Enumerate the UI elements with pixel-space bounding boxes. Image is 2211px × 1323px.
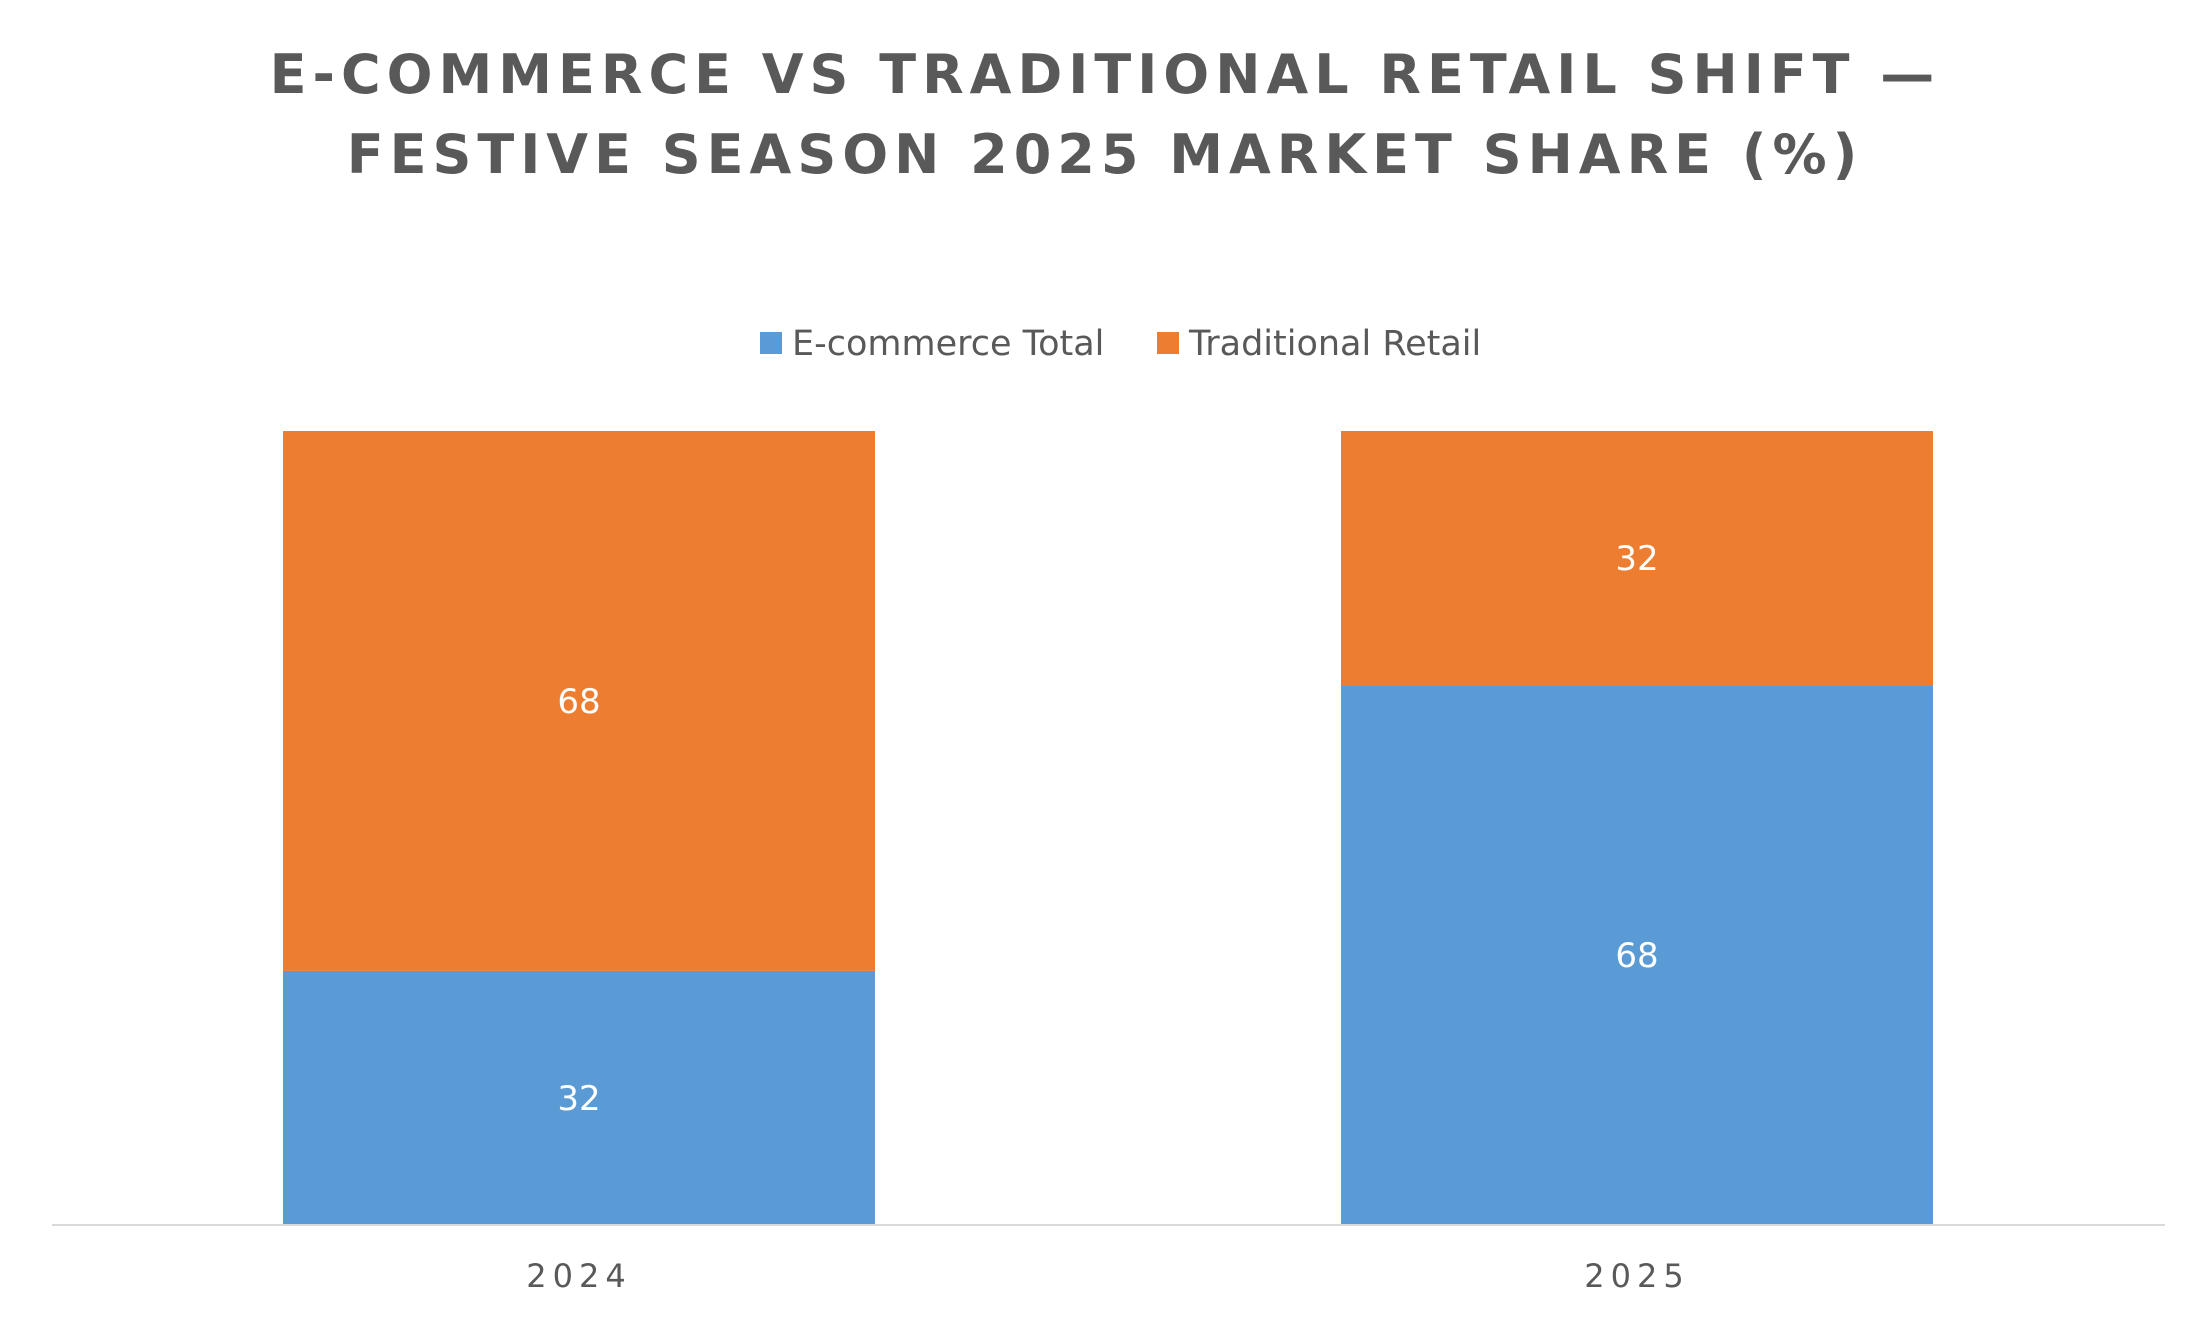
legend-item-e-commerce-total: E-commerce Total (760, 324, 1104, 364)
legend: E-commerce Total Traditional Retail (760, 324, 1481, 364)
legend-swatch-e-commerce-total (760, 332, 782, 354)
legend-item-traditional-retail: Traditional Retail (1157, 324, 1481, 364)
data-label-2025-e-commerce-total: 68 (1615, 936, 1658, 976)
legend-label-traditional-retail: Traditional Retail (1188, 324, 1481, 364)
bar-2025-traditional-retail (1341, 431, 1933, 686)
chart-title: E-COMMERCE VS TRADITIONAL RETAIL SHIFT —… (270, 43, 1941, 186)
bar-2024-traditional-retail (283, 431, 875, 971)
data-label-2024-e-commerce-total: 32 (557, 1079, 600, 1119)
legend-label-e-commerce-total: E-commerce Total (792, 324, 1104, 364)
x-tick-label-2025: 2025 (1584, 1257, 1689, 1295)
chart-title-line-2: FESTIVE SEASON 2025 MARKET SHARE (%) (347, 123, 1864, 186)
data-label-2024-traditional-retail: 68 (557, 682, 600, 722)
bar-2025-e-commerce-total (1341, 685, 1933, 1225)
bar-2024-e-commerce-total (283, 970, 875, 1225)
chart-title-line-1: E-COMMERCE VS TRADITIONAL RETAIL SHIFT — (270, 43, 1941, 106)
legend-swatch-traditional-retail (1157, 332, 1179, 354)
x-tick-labels: 2024 2025 (526, 1257, 1689, 1295)
data-labels-layer: 32 68 68 32 (557, 539, 1658, 1119)
x-tick-label-2024: 2024 (526, 1257, 631, 1295)
bars-layer (283, 431, 1933, 1225)
data-label-2025-traditional-retail: 32 (1615, 539, 1658, 579)
